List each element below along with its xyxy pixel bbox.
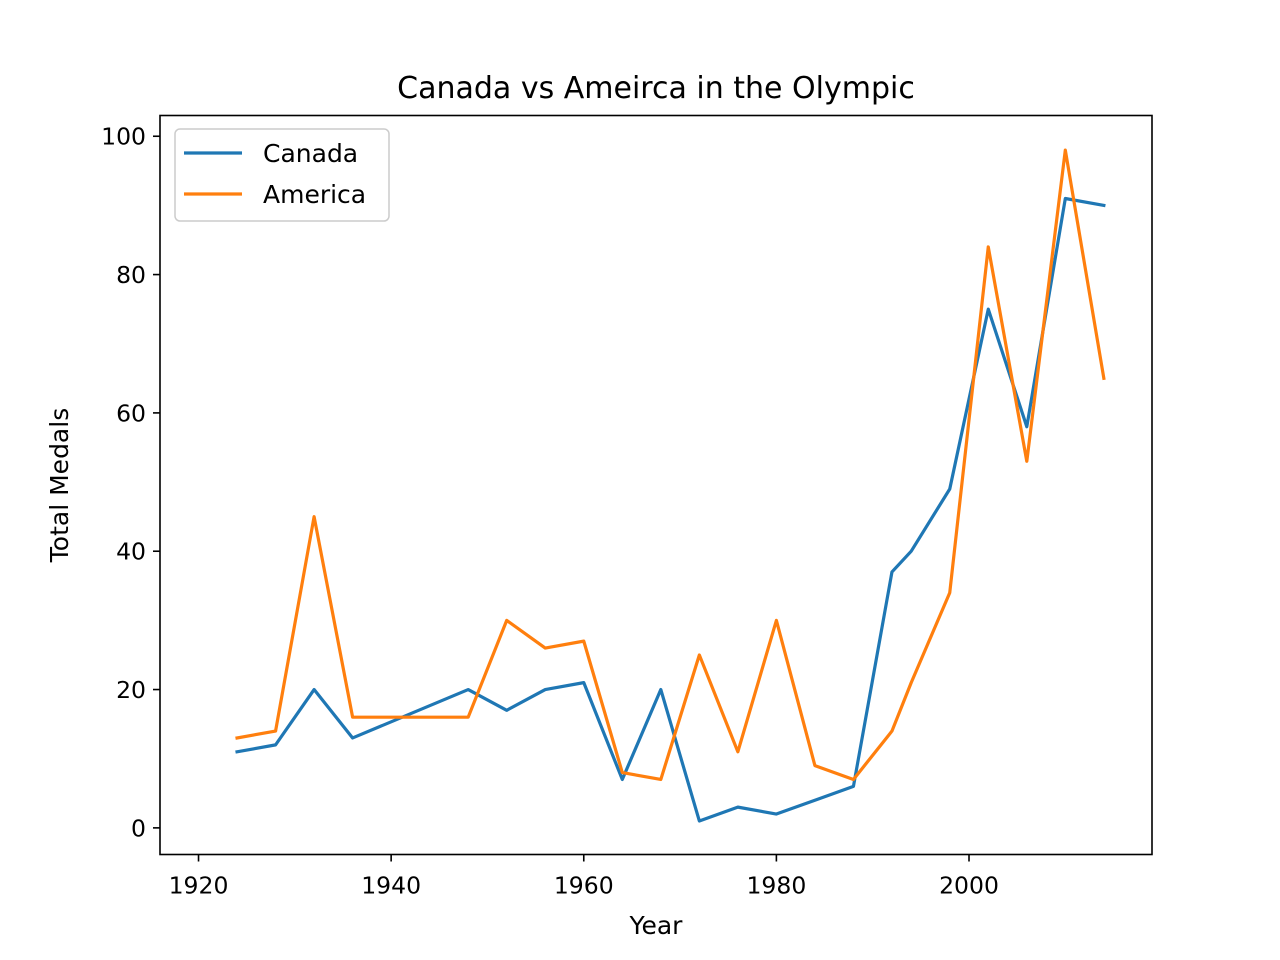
- legend-label-canada: Canada: [263, 139, 358, 168]
- series-line-america: [235, 148, 1106, 782]
- legend-label-america: America: [263, 180, 366, 209]
- x-axis-label: Year: [629, 911, 684, 940]
- y-tick-label: 40: [116, 538, 146, 566]
- x-tick-label: 1960: [554, 872, 614, 900]
- y-tick-label: 100: [101, 123, 146, 151]
- x-tick-label: 1980: [746, 872, 806, 900]
- y-tick-label: 60: [116, 399, 146, 427]
- y-axis-label: Total Medals: [45, 408, 74, 563]
- legend: Canada America: [174, 128, 390, 222]
- y-tick-label: 80: [116, 261, 146, 289]
- x-tick-label: 1920: [169, 872, 229, 900]
- y-axis: 0 20 40 60 80 100: [101, 123, 160, 842]
- y-tick-label: 20: [116, 676, 146, 704]
- x-axis: 1920 1940 1960 1980 2000: [169, 854, 999, 900]
- x-tick-label: 2000: [939, 872, 999, 900]
- x-tick-label: 1940: [361, 872, 421, 900]
- series-line-canada: [235, 196, 1106, 823]
- y-tick-label: 0: [131, 814, 146, 842]
- chart-title: Canada vs Ameirca in the Olympic: [397, 71, 915, 106]
- plot-area: [235, 148, 1106, 823]
- plot-frame: [159, 114, 1153, 856]
